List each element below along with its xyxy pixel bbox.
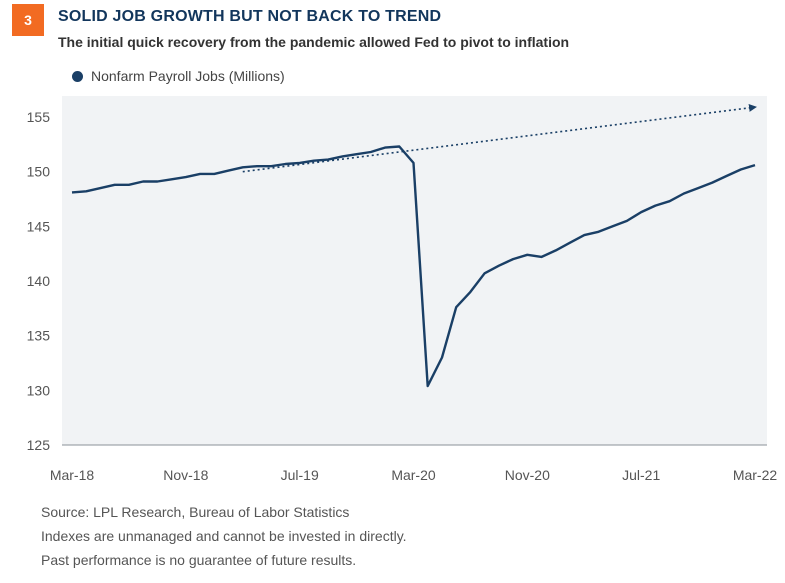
data-point: [384, 146, 386, 148]
data-point: [256, 165, 258, 167]
data-point: [512, 258, 514, 260]
data-point: [654, 204, 656, 206]
data-point: [683, 192, 685, 194]
footnotes: Source: LPL Research, Bureau of Labor St…: [41, 500, 407, 572]
data-point: [626, 220, 628, 222]
y-tick-label: 155: [27, 109, 51, 125]
y-tick-label: 145: [27, 218, 51, 234]
data-point: [740, 168, 742, 170]
x-tick-label: Mar-22: [733, 467, 778, 483]
y-tick-label: 140: [27, 273, 51, 289]
performance-note: Past performance is no guarantee of futu…: [41, 552, 357, 568]
legend-label: Nonfarm Payroll Jobs (Millions): [91, 68, 285, 84]
data-point: [498, 264, 500, 266]
data-point: [526, 254, 528, 256]
line-chart: 125 130 135 140 145 150 155 Mar-18 Nov-18 Jul-19 M…: [27, 96, 778, 483]
x-tick-label: Mar-18: [50, 467, 95, 483]
y-tick-label: 135: [27, 328, 51, 344]
x-tick-label: Jul-19: [281, 467, 319, 483]
data-point: [725, 175, 727, 177]
data-point: [754, 164, 756, 166]
y-tick-label: 130: [27, 382, 51, 398]
data-point: [412, 162, 414, 164]
data-point: [668, 200, 670, 202]
x-tick-label: Nov-20: [505, 467, 550, 483]
chart-number-badge: 3: [12, 4, 44, 36]
data-point: [540, 256, 542, 258]
data-point: [298, 162, 300, 164]
data-point: [199, 173, 201, 175]
y-tick-label: 150: [27, 164, 51, 180]
data-point: [284, 163, 286, 165]
x-tick-label: Nov-18: [163, 467, 208, 483]
data-point: [455, 306, 457, 308]
data-point: [113, 184, 115, 186]
data-point: [128, 184, 130, 186]
data-point: [370, 151, 372, 153]
data-point: [483, 272, 485, 274]
data-point: [441, 356, 443, 358]
data-point: [142, 180, 144, 182]
disclaimer-note: Indexes are unmanaged and cannot be inve…: [41, 528, 407, 544]
data-point: [355, 153, 357, 155]
plot-area: [62, 96, 767, 445]
data-point: [597, 231, 599, 233]
data-point: [170, 178, 172, 180]
data-point: [227, 169, 229, 171]
data-point: [327, 158, 329, 160]
x-tick-label: Jul-21: [622, 467, 660, 483]
chart-subtitle: The initial quick recovery from the pand…: [58, 34, 570, 50]
y-tick-label: 125: [27, 437, 51, 453]
x-tick-label: Mar-20: [391, 467, 436, 483]
data-point: [85, 190, 87, 192]
data-point: [156, 180, 158, 182]
data-point: [99, 187, 101, 189]
data-point: [469, 291, 471, 293]
data-point: [427, 385, 429, 387]
data-point: [697, 187, 699, 189]
legend-marker: [72, 70, 83, 82]
data-point: [341, 155, 343, 157]
source-note: Source: LPL Research, Bureau of Labor St…: [41, 504, 350, 520]
data-point: [583, 234, 585, 236]
chart-title: SOLID JOB GROWTH BUT NOT BACK TO TREND: [58, 8, 442, 25]
data-point: [640, 211, 642, 213]
data-point: [213, 173, 215, 175]
trend-arrow: [242, 103, 757, 173]
data-point: [71, 191, 73, 193]
series-line-nonfarm-payroll: [71, 145, 756, 388]
data-point: [270, 165, 272, 167]
data-point: [398, 145, 400, 147]
chart-legend: Nonfarm Payroll Jobs (Millions): [72, 68, 285, 84]
data-point: [242, 166, 244, 168]
data-point: [313, 160, 315, 162]
data-point: [185, 176, 187, 178]
data-point: [555, 249, 557, 251]
data-point: [612, 225, 614, 227]
data-point: [711, 181, 713, 183]
data-point: [569, 242, 571, 244]
